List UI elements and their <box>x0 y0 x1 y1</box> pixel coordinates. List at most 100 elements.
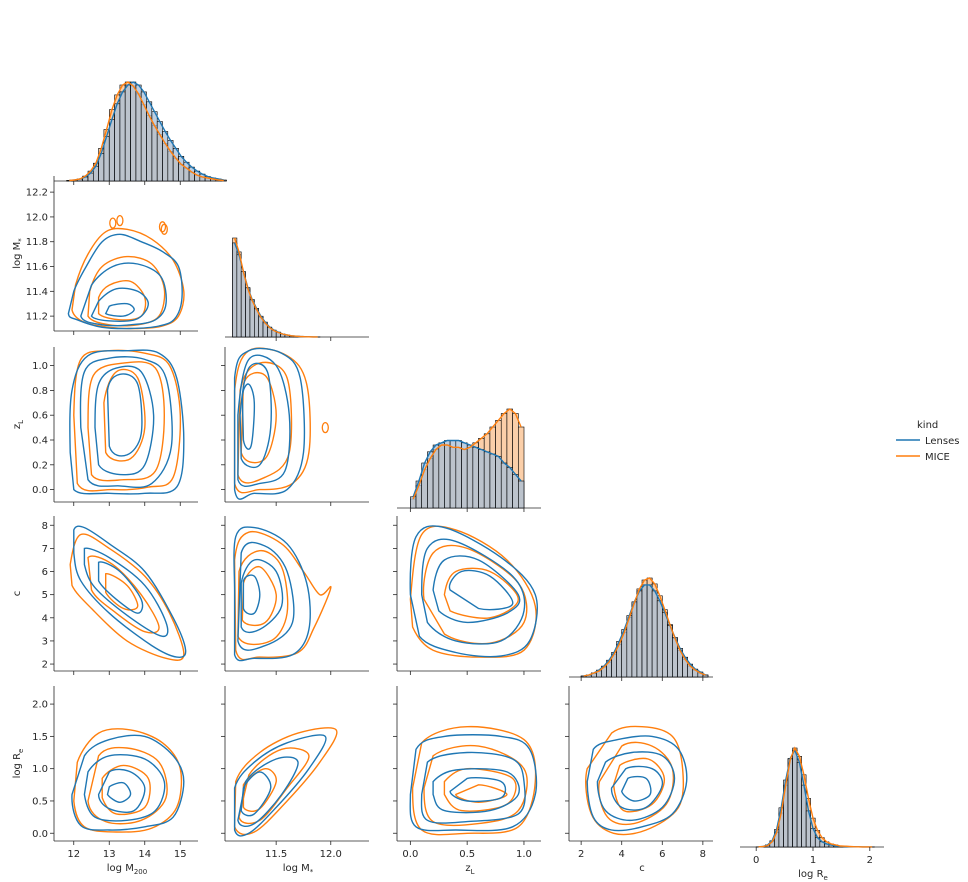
y-tick-label: 0.5 <box>32 796 48 807</box>
hist-bar-lenses <box>232 242 238 338</box>
kde-island-mice <box>116 214 124 227</box>
y-tick-label: 0.0 <box>32 485 48 496</box>
y-axis-label-c: c <box>12 591 23 597</box>
y-axis-label-logMstar: log M* <box>12 238 25 269</box>
y-tick-label: 0.4 <box>32 436 48 447</box>
kde-contour-lenses <box>420 538 526 645</box>
hist-bar-lenses <box>449 440 457 509</box>
kde-contour-lenses <box>233 347 306 500</box>
hist-bar-lenses <box>130 81 137 182</box>
kde-contour-mice <box>422 544 528 645</box>
x-tick-label: 1 <box>810 855 816 866</box>
kde-contour-lenses <box>71 734 185 831</box>
hist-bar-lenses <box>792 749 798 848</box>
kde-line-mice <box>233 237 318 338</box>
axis-label-base: z <box>465 863 470 874</box>
hist-bar-lenses <box>656 600 663 678</box>
kde-contour-lenses <box>237 541 295 651</box>
kde-line-mice <box>69 81 224 182</box>
hist-bar-lenses <box>636 590 643 678</box>
hist-bar-lenses <box>438 442 445 509</box>
kde-contour-lenses <box>80 262 167 327</box>
hist-bar-lenses <box>478 449 485 509</box>
hist-bar-lenses <box>178 156 185 182</box>
kde-contour-mice <box>233 530 332 661</box>
panel-logRe-vs-c: 2 4 6 8 c <box>565 686 713 874</box>
axis-label-subscript: 200 <box>134 868 147 876</box>
kde-contour-mice <box>237 549 289 646</box>
x-axis-label-c: c <box>639 863 645 874</box>
kde-contour-mice <box>103 368 146 462</box>
kde-contour-mice <box>598 741 675 826</box>
kde-contour-lenses <box>233 526 311 662</box>
hist-bar-lenses <box>641 584 648 678</box>
x-tick-label: 12 <box>67 849 80 860</box>
y-tick-label: 2.0 <box>32 700 48 711</box>
kde-contour-lenses <box>106 373 143 457</box>
kde-contour-lenses <box>620 775 652 802</box>
axis-label-base: log R <box>798 869 823 880</box>
hist-bar-lenses <box>651 590 658 678</box>
kde-line-mice <box>758 746 873 848</box>
hist-bar-lenses <box>500 462 508 509</box>
hist-bar-lenses <box>444 440 451 509</box>
hist-bar-lenses <box>240 271 246 338</box>
legend-label-lenses: Lenses <box>925 436 959 447</box>
axis-label-base: z <box>12 424 23 429</box>
axis-label-subscript: L <box>17 420 25 424</box>
kde-contour-lenses <box>610 765 664 811</box>
kde-contour-lenses <box>241 383 256 450</box>
kde-line-mice <box>583 577 706 677</box>
kde-contour-mice <box>73 349 182 492</box>
panel-c-vs-logM200: 2 3 4 5 6 7 8 c <box>12 516 198 675</box>
hist-bar-lenses <box>667 625 673 678</box>
y-tick-label: 6 <box>42 567 48 578</box>
y-tick-label: 5 <box>42 590 48 601</box>
kde-contour-mice <box>87 361 166 482</box>
kde-island-mice <box>321 421 329 434</box>
kde-contour-mice <box>240 371 277 464</box>
axis-label-base: c <box>12 591 23 597</box>
panel-c-vs-c <box>569 577 713 681</box>
y-tick-label: 0.8 <box>32 386 48 397</box>
kde-contour-lenses <box>242 574 261 615</box>
y-tick-label: 12.0 <box>26 212 48 223</box>
axis-label-base: log M <box>283 863 310 874</box>
kde-line-mice <box>412 408 522 500</box>
panel-logMstar-vs-logMstar <box>225 237 369 341</box>
y-tick-label: 0.0 <box>32 829 48 840</box>
x-tick-label: 0.0 <box>402 849 418 860</box>
y-tick-label: 1.0 <box>32 361 48 372</box>
hist-bar-lenses <box>483 451 491 509</box>
y-axis-label-zL: zL <box>12 420 25 429</box>
kde-line-lenses <box>583 584 706 677</box>
hist-bar-lenses <box>427 451 434 509</box>
y-tick-label: 11.4 <box>26 287 48 298</box>
kde-contour-mice <box>411 725 537 836</box>
kde-island-mice <box>160 223 168 235</box>
axis-label-subscript: e <box>17 749 25 753</box>
hist-bar-lenses <box>512 473 519 509</box>
hist-bar-lenses <box>236 254 242 338</box>
hist-bar-lenses <box>495 455 502 509</box>
x-tick-label: 4 <box>619 849 625 860</box>
y-tick-label: 4 <box>42 613 48 624</box>
kde-contour-lenses <box>69 349 185 495</box>
kde-contour-lenses <box>239 362 272 469</box>
axis-label-base: log M <box>12 242 23 269</box>
hist-bar-lenses <box>661 612 668 678</box>
kde-contour-lenses <box>448 569 514 611</box>
hist-bar-lenses <box>472 446 479 509</box>
kde-island-mice <box>158 221 167 233</box>
panel-logRe-vs-zL: 0.0 0.5 1.0 zL <box>393 686 541 876</box>
axis-label-subscript: L <box>471 868 475 876</box>
x-axis-label-logMstar: log M* <box>283 863 314 876</box>
hist-bar-lenses <box>146 101 153 182</box>
kde-line-lenses <box>412 439 522 498</box>
hist-bar-lenses <box>432 444 440 509</box>
kde-contour-lenses <box>420 751 526 824</box>
panel-logRe-vs-logM200: 0.0 0.5 1.0 1.5 2.0 log Re 12 13 14 15 log M200 <box>12 686 198 876</box>
kde-line-lenses <box>69 81 224 182</box>
kde-contour-mice <box>233 727 338 836</box>
axis-label-base: c <box>639 863 645 874</box>
